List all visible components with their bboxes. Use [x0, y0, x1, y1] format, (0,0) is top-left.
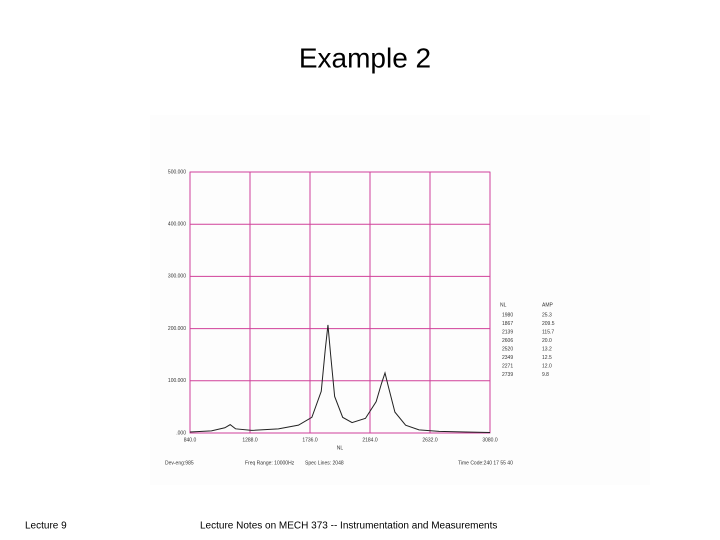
table-cell: 115.7 — [542, 329, 554, 335]
x-tick-label: 840.0 — [184, 437, 197, 443]
annotation: Time Code:240 17 55 40 — [458, 460, 513, 466]
y-tick-label: 200.000 — [168, 326, 186, 332]
x-tick-label: 2184.0 — [362, 437, 378, 443]
y-tick-label: 300.000 — [168, 274, 186, 280]
table-cell: 13.2 — [542, 346, 552, 352]
table-cell: 20.0 — [542, 338, 552, 344]
footer-center: Lecture Notes on MECH 373 -- Instrumenta… — [200, 521, 497, 532]
table-cell: 2139 — [502, 329, 513, 335]
table-cell: 2349 — [502, 355, 513, 361]
annotation: Spec Lines: 2048 — [305, 460, 344, 466]
table-cell: 1980 — [502, 312, 513, 318]
y-tick-label: 500.000 — [168, 169, 186, 175]
table-header: AMP — [542, 302, 554, 308]
table-cell: 9.8 — [542, 372, 549, 378]
y-tick-label: .000 — [176, 430, 186, 436]
x-tick-label: 1288.0 — [242, 437, 258, 443]
annotation: Dev-eng:985 — [165, 460, 194, 466]
x-axis-label: NL — [337, 445, 344, 451]
x-tick-label: 2632.0 — [422, 437, 438, 443]
table-cell: 12.0 — [542, 363, 552, 369]
table-cell: 25.3 — [542, 312, 552, 318]
slide-title: Example 2 — [299, 42, 431, 73]
scan-area — [150, 115, 650, 485]
table-cell: 209.5 — [542, 321, 555, 327]
table-cell: 2739 — [502, 372, 513, 378]
annotation: Freq Range: 10000Hz — [245, 460, 295, 466]
x-tick-label: 3080.0 — [482, 437, 498, 443]
table-cell: 12.5 — [542, 355, 552, 361]
y-tick-label: 400.000 — [168, 222, 186, 228]
table-cell: 2520 — [502, 346, 513, 352]
table-header: NL — [500, 302, 507, 308]
x-tick-label: 1736.0 — [302, 437, 318, 443]
table-cell: 2606 — [502, 338, 513, 344]
table-cell: 2271 — [502, 363, 513, 369]
table-cell: 1867 — [502, 321, 513, 327]
y-tick-label: 100.000 — [168, 378, 186, 384]
footer-left: Lecture 9 — [25, 521, 67, 532]
spectrum-line — [189, 324, 491, 433]
